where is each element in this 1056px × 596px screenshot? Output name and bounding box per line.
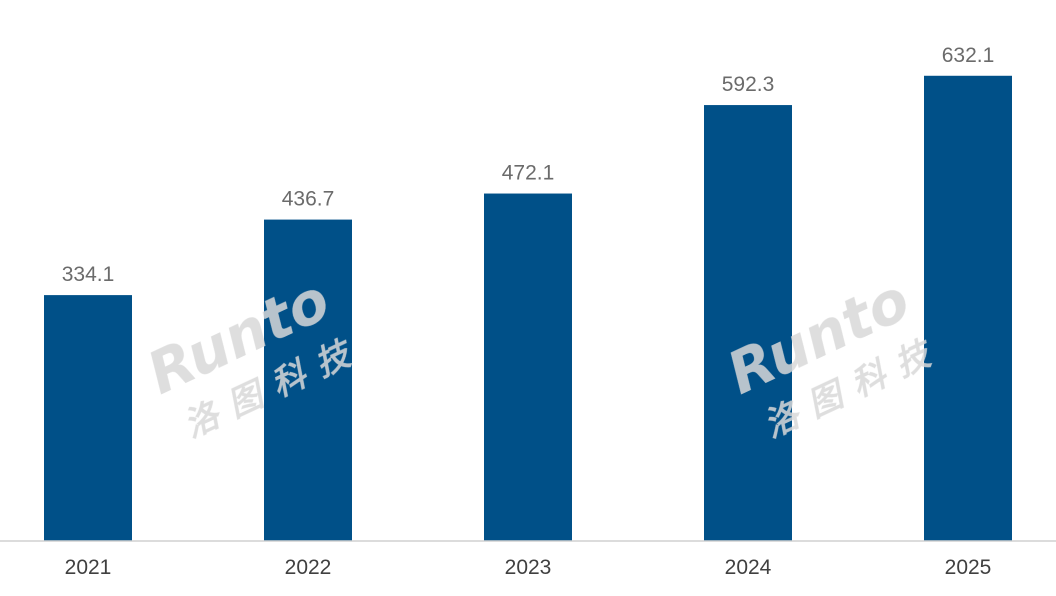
bar-2024 — [704, 105, 792, 541]
value-label-2024: 592.3 — [722, 73, 775, 96]
x-tick-label-2025: 2025 — [945, 556, 992, 579]
x-tick-label-2023: 2023 — [505, 556, 552, 579]
value-labels-layer: 334.1 436.7 472.1 592.3 632.1 — [62, 44, 995, 286]
value-label-2025: 632.1 — [942, 44, 995, 67]
x-tick-label-2024: 2024 — [725, 556, 772, 579]
bar-2022 — [264, 219, 352, 541]
bar-2021 — [44, 295, 132, 541]
value-label-2021: 334.1 — [62, 263, 115, 286]
bar-2025 — [924, 75, 1012, 541]
x-tick-label-2021: 2021 — [65, 556, 112, 579]
bars-layer — [44, 75, 1012, 541]
x-axis-ticks: 2021 2022 2023 2024 2025 — [65, 556, 992, 579]
value-label-2022: 436.7 — [282, 188, 335, 211]
bar-2023 — [484, 193, 572, 541]
value-label-2023: 472.1 — [502, 162, 555, 185]
x-tick-label-2022: 2022 — [285, 556, 332, 579]
